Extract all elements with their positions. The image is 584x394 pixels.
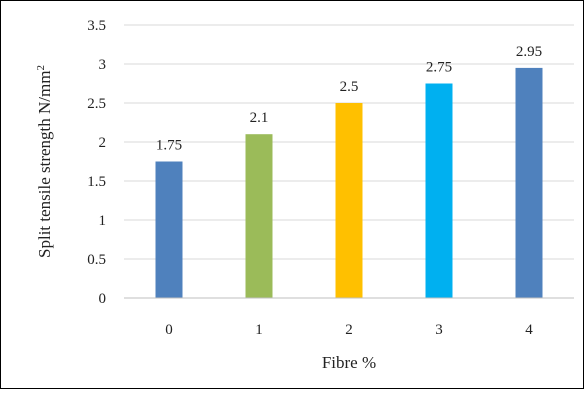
data-label: 2.95 [516, 44, 542, 60]
x-tick-label: 4 [525, 322, 533, 338]
y-axis-title-superscript: 2 [35, 65, 47, 71]
y-tick-label: 1 [99, 213, 107, 229]
bar-1 [245, 134, 273, 298]
y-axis-title-text: Split tensile strength N/mm [35, 71, 54, 258]
y-tick-label: 2.5 [87, 96, 106, 112]
x-tick-label: 3 [435, 322, 443, 338]
y-axis-ticks: 0 0.5 1 1.5 2 2.5 3 3.5 [87, 18, 106, 307]
data-label: 2.75 [426, 60, 452, 76]
y-tick-label: 2 [99, 135, 107, 151]
data-label: 1.75 [156, 138, 182, 154]
y-tick-label: 0.5 [87, 252, 106, 268]
data-labels: 1.75 2.1 2.5 2.75 2.95 [156, 44, 542, 154]
y-tick-label: 3.5 [87, 18, 106, 34]
y-axis-title: Split tensile strength N/mm2 [35, 65, 54, 258]
bar-2 [335, 103, 363, 298]
x-axis-title: Fibre % [322, 353, 376, 372]
y-tick-label: 1.5 [87, 174, 106, 190]
x-tick-label: 1 [255, 322, 263, 338]
bar-0 [155, 161, 183, 298]
y-tick-label: 0 [99, 291, 107, 307]
y-tick-label: 3 [99, 57, 107, 73]
x-tick-label: 0 [165, 322, 173, 338]
bar-4 [515, 67, 543, 299]
data-label: 2.5 [340, 79, 359, 95]
x-tick-label: 2 [345, 322, 353, 338]
bar-3 [425, 83, 453, 298]
data-label: 2.1 [250, 110, 269, 126]
bars [155, 67, 543, 299]
x-axis-ticks: 0 1 2 3 4 [165, 322, 533, 338]
